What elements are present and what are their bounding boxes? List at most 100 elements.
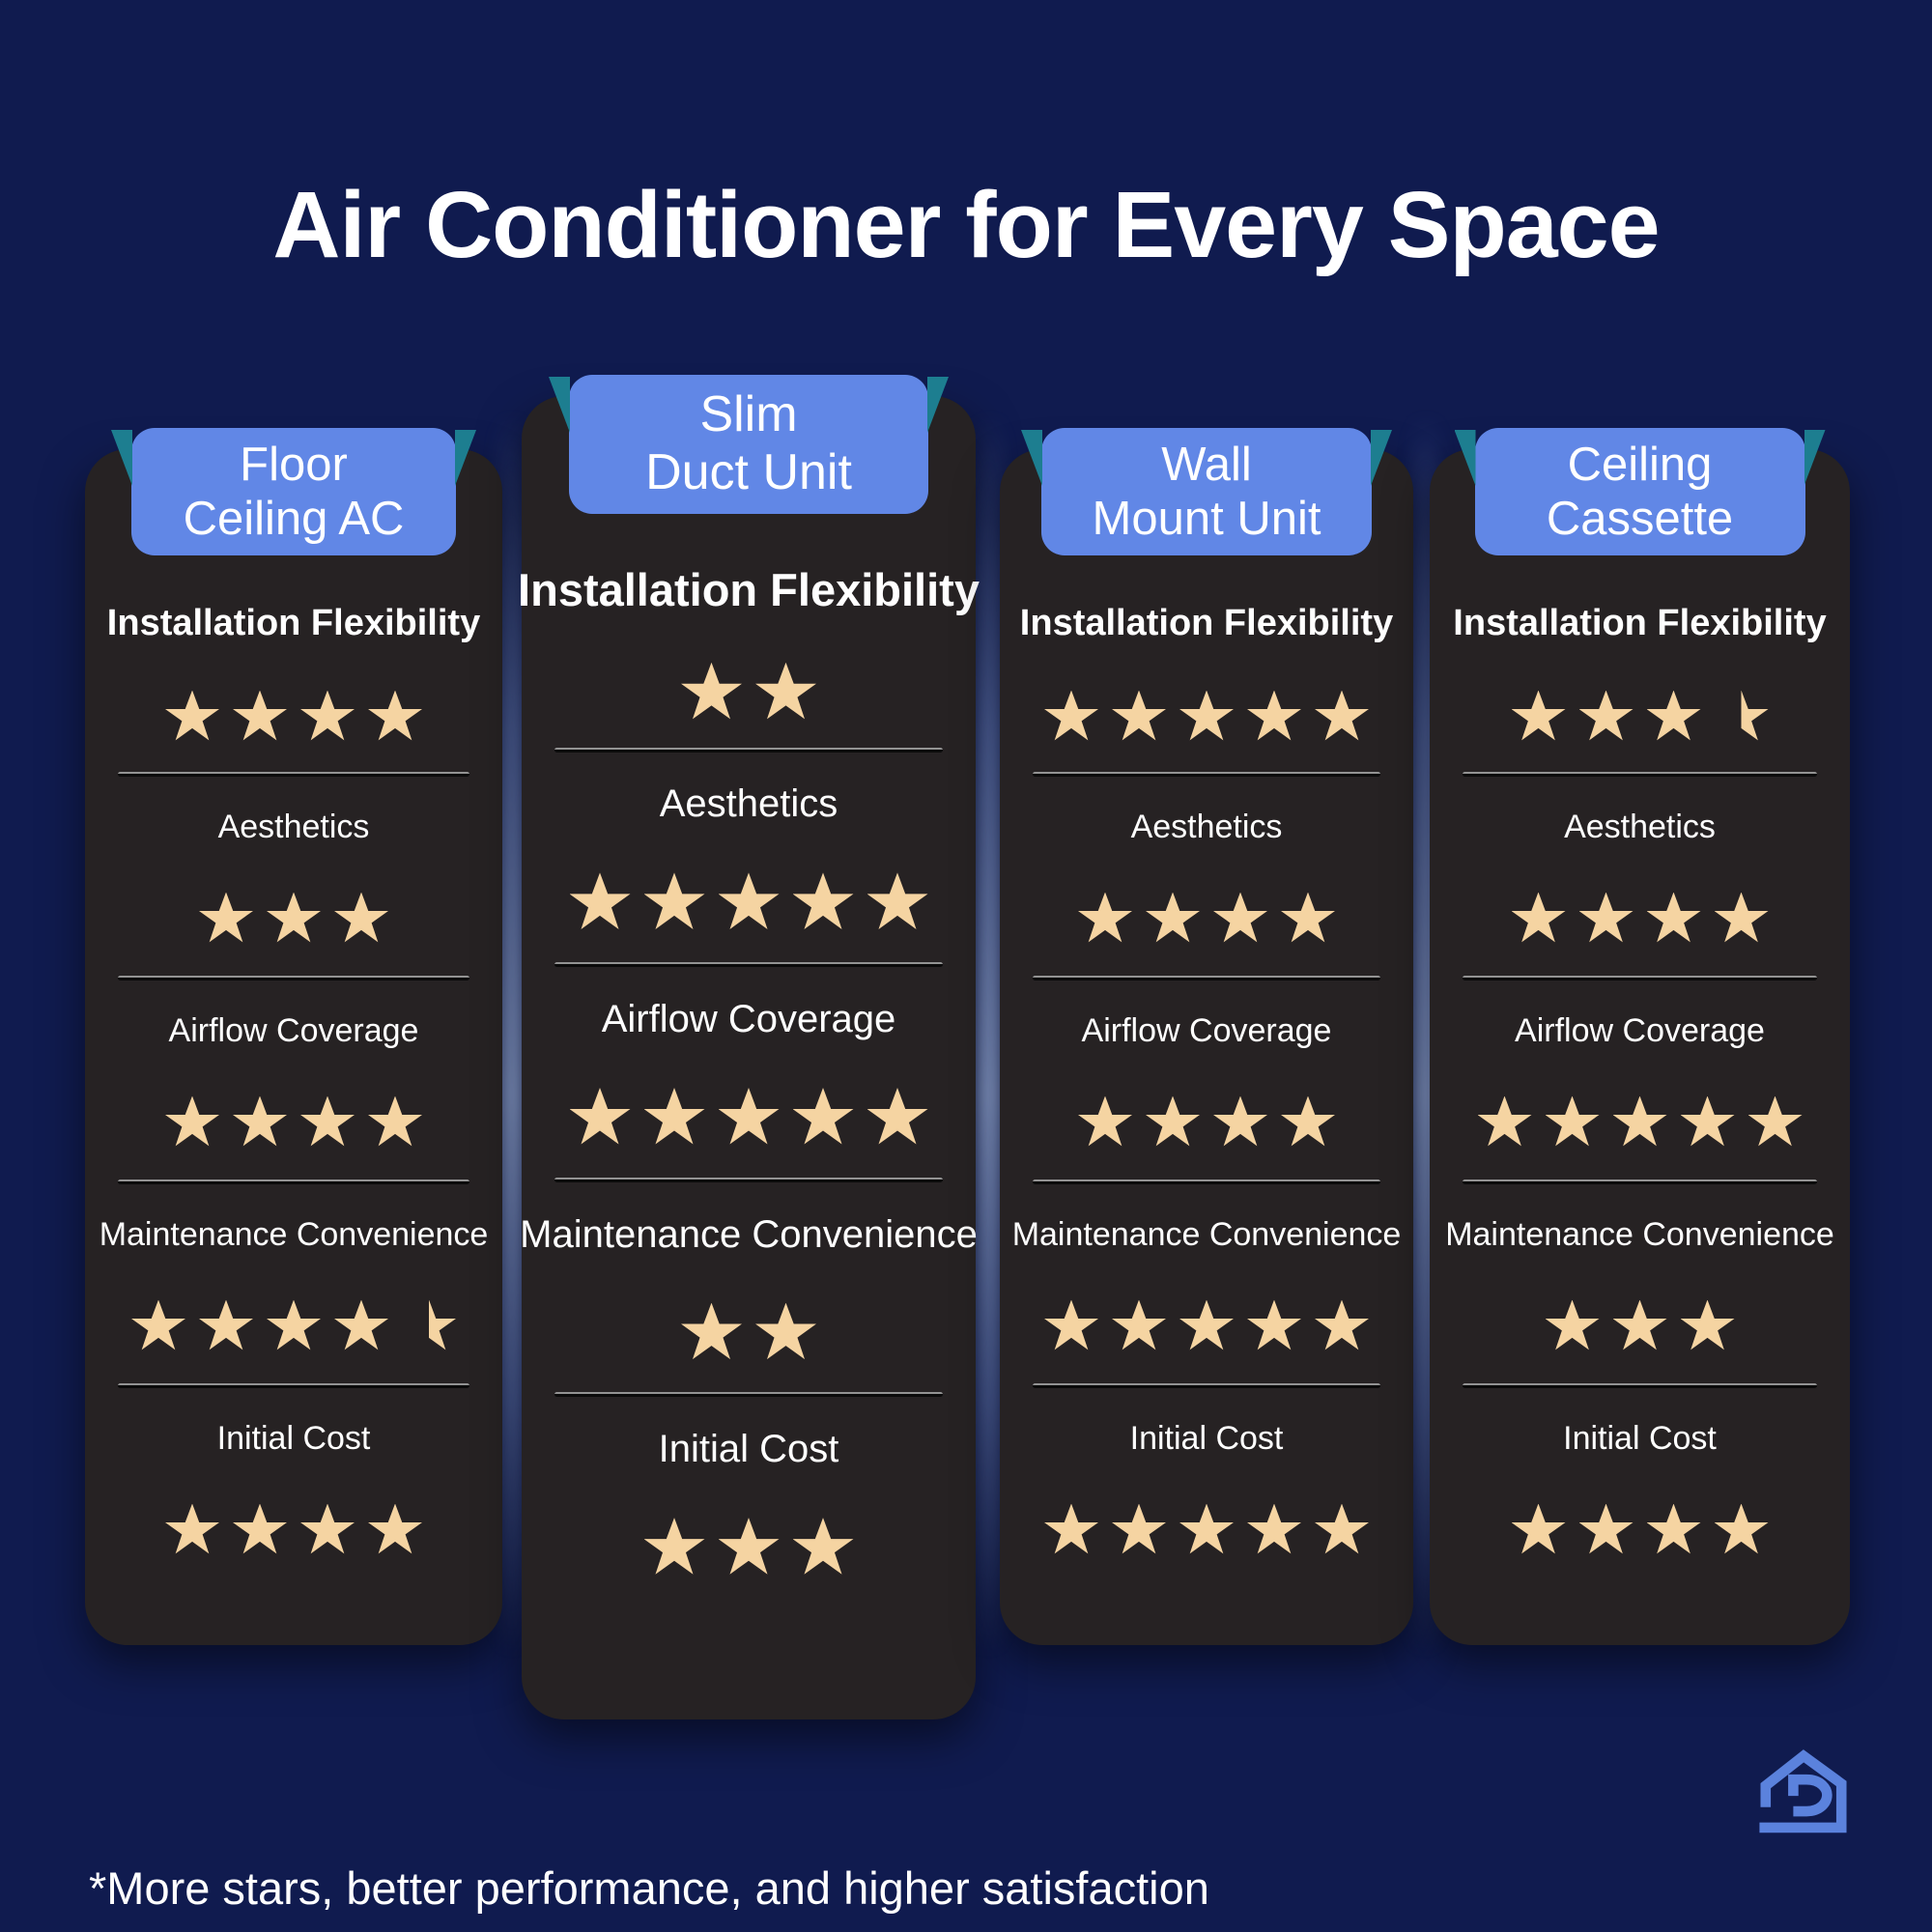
star-icon [1044, 1299, 1098, 1350]
card-slim-duct-unit: Slim Duct Unit Installation Flexibility Aes… [518, 375, 980, 1719]
rating-row-installation-flexibility: Installation Flexibility [1020, 573, 1393, 772]
category-label: Initial Cost [658, 1428, 839, 1471]
category-label: Aesthetics [217, 808, 370, 845]
star-icon [569, 872, 631, 929]
star-icon [1179, 690, 1234, 741]
house-d-logo-icon [1759, 1749, 1847, 1833]
row-divider [118, 976, 469, 980]
category-label: Initial Cost [1563, 1419, 1717, 1457]
star-icon [1680, 1095, 1735, 1147]
star-icon [334, 1299, 388, 1350]
star-rating [1044, 1299, 1369, 1352]
star-rating [1511, 690, 1769, 743]
row-divider [118, 1179, 469, 1184]
category-label: Aesthetics [659, 782, 838, 826]
star-icon [1315, 690, 1369, 741]
star-icon [643, 1087, 705, 1145]
star-icon [1315, 1503, 1369, 1554]
star-icon [1612, 1299, 1667, 1350]
star-rating [199, 892, 388, 945]
star-icon [755, 1302, 816, 1360]
rating-row-aesthetics: Aesthetics [1455, 777, 1825, 976]
rating-row-aesthetics: Aesthetics [547, 753, 951, 963]
category-label: Airflow Coverage [1515, 1011, 1765, 1049]
star-icon [1247, 690, 1301, 741]
star-icon [233, 1095, 287, 1147]
star-icon [1511, 892, 1566, 943]
star-icon [792, 1087, 854, 1145]
card-header-tag: Wall Mount Unit [1021, 428, 1392, 555]
star-rating [165, 1503, 422, 1556]
category-label: Aesthetics [1564, 808, 1716, 845]
row-divider [1463, 1179, 1817, 1184]
card-title: Wall Mount Unit [1092, 438, 1321, 545]
star-rating [1511, 1503, 1769, 1556]
category-label: Airflow Coverage [168, 1011, 419, 1049]
star-icon [1578, 1503, 1634, 1554]
star-rating [681, 1302, 816, 1362]
rating-row-aesthetics: Aesthetics [1025, 777, 1388, 976]
category-label: Initial Cost [1129, 1419, 1284, 1457]
card-header-tag: Slim Duct Unit [549, 375, 949, 514]
rating-rows: Installation Flexibility Aesthetics Airflo… [1000, 449, 1413, 1645]
star-icon [1146, 892, 1200, 943]
star-icon [1078, 892, 1132, 943]
star-icon [867, 1087, 928, 1145]
star-rating [569, 1087, 928, 1147]
star-icon [165, 1503, 219, 1554]
star-icon [643, 872, 705, 929]
category-label: Airflow Coverage [1081, 1011, 1332, 1049]
star-icon [165, 1095, 219, 1147]
star-icon [131, 1299, 185, 1350]
category-label: Aesthetics [1130, 808, 1283, 845]
star-icon [1578, 892, 1634, 943]
star-icon [718, 1518, 780, 1575]
star-icon [1247, 1503, 1301, 1554]
row-divider [1033, 976, 1380, 980]
star-icon [334, 892, 388, 943]
category-label: Installation Flexibility [518, 563, 980, 615]
category-label: Maintenance Convenience [99, 1215, 489, 1253]
category-label: Maintenance Convenience [1011, 1215, 1402, 1253]
star-icon [1714, 1503, 1769, 1554]
star-rating [1545, 1299, 1735, 1352]
rating-row-aesthetics: Aesthetics [110, 777, 477, 976]
star-icon [300, 1095, 355, 1147]
star-icon [569, 1087, 631, 1145]
star-icon [165, 690, 219, 741]
star-icon [1078, 1095, 1132, 1147]
category-label: Installation Flexibility [1453, 602, 1827, 643]
star-icon [368, 690, 422, 741]
star-icon [643, 1518, 705, 1575]
star-icon [1511, 1503, 1566, 1554]
row-divider [1463, 976, 1817, 980]
row-divider [1033, 772, 1380, 777]
star-rating [681, 662, 816, 722]
star-icon [1747, 1095, 1803, 1147]
card-title: Slim Duct Unit [645, 386, 852, 500]
row-divider [118, 1383, 469, 1388]
card-title: Floor Ceiling AC [183, 438, 405, 545]
star-icon [867, 872, 928, 929]
row-divider [1033, 1179, 1380, 1184]
row-divider [554, 1177, 943, 1182]
star-icon [1477, 1095, 1532, 1147]
row-divider [118, 772, 469, 777]
half-star-icon [1741, 690, 1769, 741]
star-icon [718, 1087, 780, 1145]
rating-row-airflow-coverage: Airflow Coverage [110, 980, 477, 1179]
category-label: Installation Flexibility [106, 602, 481, 643]
rating-row-airflow-coverage: Airflow Coverage [547, 967, 951, 1178]
row-divider [554, 1392, 943, 1398]
star-icon [1247, 1299, 1301, 1350]
star-icon [792, 1518, 854, 1575]
star-icon [1044, 1503, 1098, 1554]
star-icon [1646, 1503, 1701, 1554]
star-rating [165, 1095, 422, 1149]
page-title: Air Conditioner for Every Space [272, 171, 1660, 277]
star-icon [233, 690, 287, 741]
star-rating [1044, 1503, 1369, 1556]
star-icon [267, 892, 321, 943]
card-title: Ceiling Cassette [1546, 438, 1734, 545]
rating-row-initial-cost: Initial Cost [1455, 1388, 1825, 1587]
